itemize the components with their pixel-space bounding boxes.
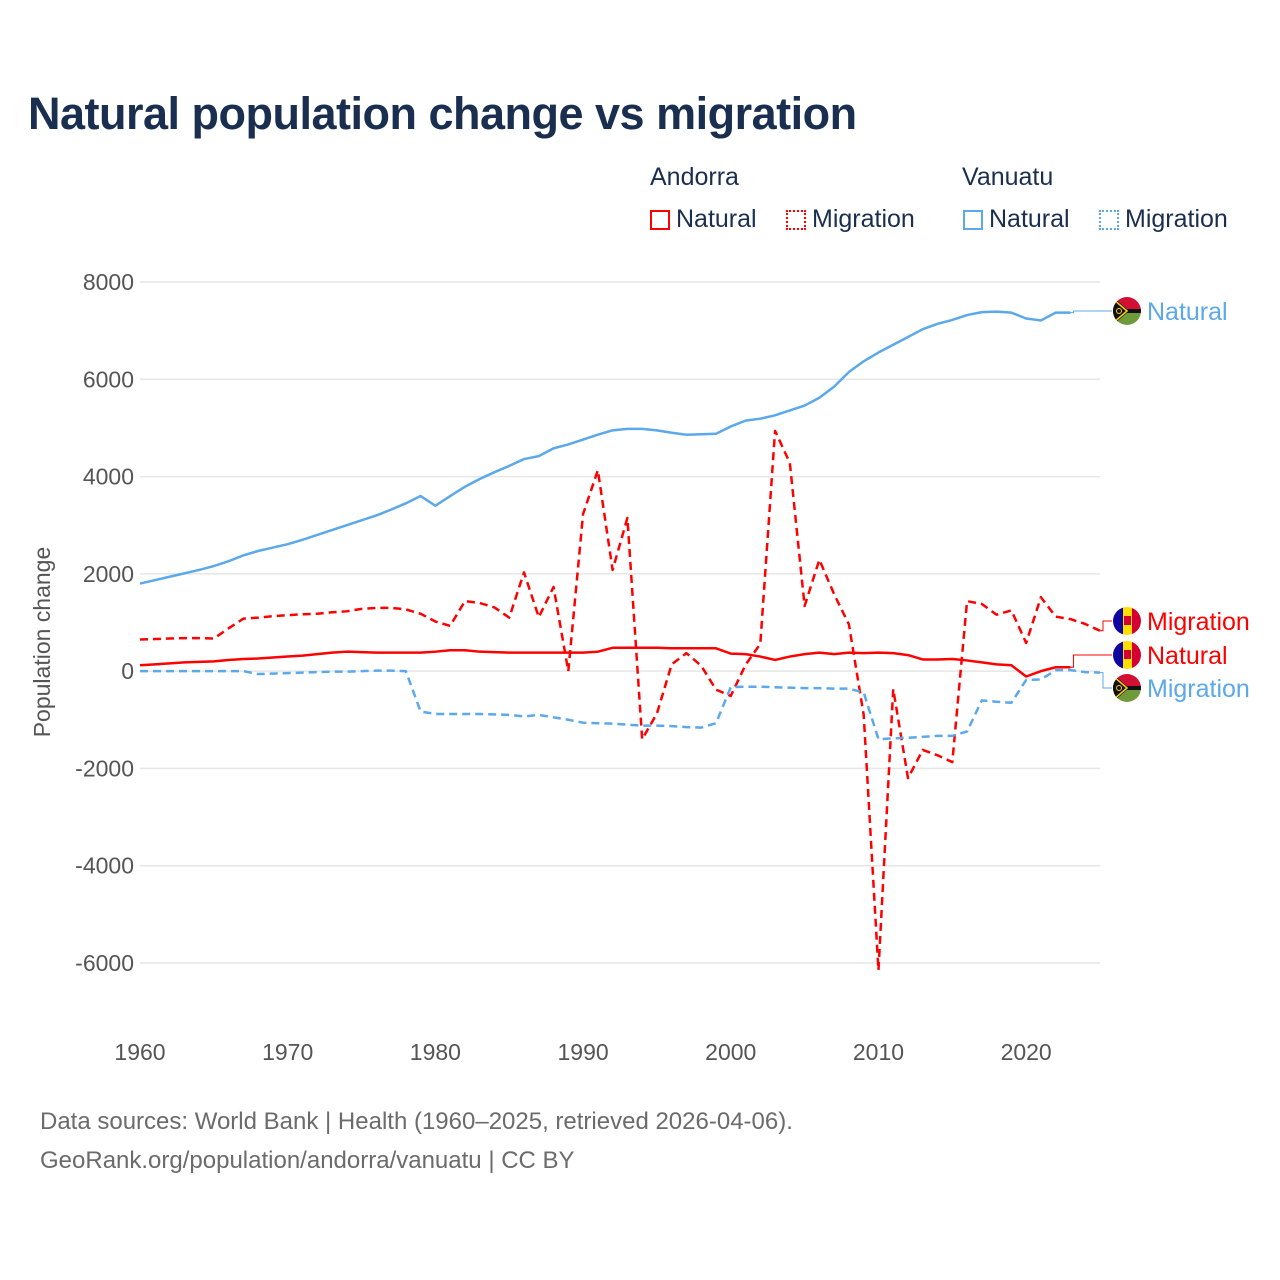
solid-swatch-icon [963,209,983,230]
legend-group-vanuatu: Vanuatu [962,163,1054,191]
x-tick-label: 2020 [1001,1039,1052,1065]
y-tick-label: 8000 [83,269,134,295]
y-tick-label: -2000 [75,755,134,781]
footer-sources: Data sources: World Bank | Health (1960–… [40,1108,793,1135]
series-end-label: Migration [1147,675,1250,703]
vanuatu-flag-icon [1113,674,1141,702]
legend-label: Migration [1125,205,1228,233]
x-tick-label: 1960 [114,1039,165,1065]
x-tick-label: 1970 [262,1039,313,1065]
y-tick-label: 0 [121,658,134,684]
series-line-andorra-natural [139,646,1071,678]
y-tick-label: 4000 [83,464,134,490]
andorra-flag-icon [1113,607,1141,635]
y-tick-label: -6000 [75,950,134,976]
series-line-vanuatu-migration [140,668,1101,741]
legend-vanuatu-natural[interactable]: Natural [963,205,1070,234]
y-tick-label: 2000 [83,561,134,587]
label-connector [1070,310,1112,314]
series-end-label: Natural [1147,298,1228,326]
dotted-swatch-icon [1099,209,1119,230]
series-line-vanuatu-natural [139,310,1071,585]
series-end-label: Natural [1147,642,1228,670]
vanuatu-flag-icon [1113,297,1141,325]
legend-label: Natural [676,205,757,233]
series-line-andorra-migration [139,429,1101,972]
label-connector [1100,672,1112,689]
legend-vanuatu-migration[interactable]: Migration [1099,205,1228,234]
legend-group-andorra: Andorra [650,163,739,191]
footer-link[interactable]: GeoRank.org/population/andorra/vanuatu |… [40,1147,575,1174]
legend-andorra-natural[interactable]: Natural [650,205,757,234]
legend-label: Migration [812,205,915,233]
chart-title: Natural population change vs migration [28,88,857,139]
solid-swatch-icon [650,209,670,230]
x-tick-label: 2000 [705,1039,756,1065]
y-tick-label: 6000 [83,366,134,392]
label-connector [1100,620,1112,632]
x-tick-label: 1980 [410,1039,461,1065]
andorra-flag-icon [1113,641,1141,669]
label-connector [1070,654,1112,668]
y-tick-label: -4000 [75,853,134,879]
legend-label: Natural [989,205,1070,233]
dotted-swatch-icon [786,209,806,230]
y-axis-label: Population change [29,547,55,738]
legend-andorra-migration[interactable]: Migration [786,205,915,234]
series-end-label: Migration [1147,608,1250,636]
x-tick-label: 2010 [853,1039,904,1065]
x-tick-label: 1990 [557,1039,608,1065]
